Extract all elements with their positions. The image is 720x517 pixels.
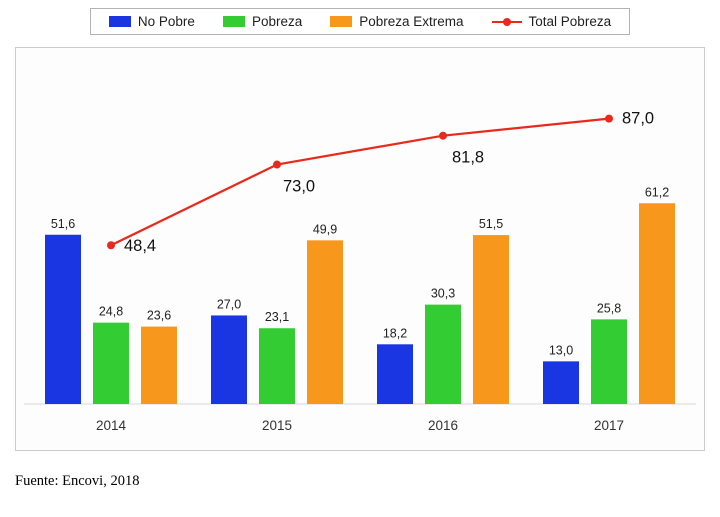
legend-item-no-pobre: No Pobre: [108, 14, 195, 29]
bar-label-pobreza-2015: 23,1: [265, 310, 289, 324]
trend-line-total-pobreza: [110, 117, 610, 247]
line-point-label-2016: 81,8: [452, 149, 484, 167]
line-point-label-2015: 73,0: [283, 178, 315, 196]
bar-label-no-pobre-2016: 18,2: [383, 326, 407, 340]
bar-no-pobre-2015: [211, 315, 247, 404]
bar-pobreza-2015: [259, 328, 295, 404]
line-point-label-2017: 87,0: [622, 110, 654, 128]
bar-pobreza-extrema-2015: [307, 240, 343, 404]
x-axis-label-2015: 2015: [262, 418, 292, 433]
x-axis-label-2016: 2016: [428, 418, 458, 433]
bar-label-pobreza-extrema-2016: 51,5: [479, 217, 503, 231]
legend-color-swatch-icon: [108, 16, 131, 27]
legend-line-marker-icon: [491, 17, 522, 26]
poverty-chart-figure: No Pobre Pobreza Pobreza Extrema Total Pobr…: [0, 8, 720, 517]
grouped-bar-line-chart: 51,6 24,8 23,6 2014 27,0 23,1 49,9 2015 18,2 30,3…: [24, 110, 696, 433]
x-axis-label-2017: 2017: [594, 418, 624, 433]
line-point-2017: [605, 114, 613, 123]
line-point-2014: [107, 241, 115, 250]
bar-label-pobreza-2017: 25,8: [597, 301, 621, 315]
bar-pobreza-2016: [425, 304, 461, 404]
legend-item-pobreza-extrema: Pobreza Extrema: [330, 14, 464, 29]
legend-line-dot-icon: [502, 17, 511, 26]
legend-item-total-pobreza: Total Pobreza: [491, 14, 612, 29]
bar-no-pobre-2016: [377, 344, 413, 404]
legend-label: Pobreza: [251, 14, 303, 29]
bar-pobreza-extrema-2017: [639, 203, 675, 404]
line-point-2016: [439, 131, 447, 140]
chart-legend: No Pobre Pobreza Pobreza Extrema Total Pobr…: [89, 8, 631, 35]
bar-pobreza-2017: [591, 319, 627, 404]
legend-label: Pobreza Extrema: [359, 14, 464, 29]
legend-color-swatch-icon: [330, 16, 353, 27]
bar-no-pobre-2017: [543, 361, 579, 404]
bar-label-pobreza-extrema-2017: 61,2: [645, 185, 669, 199]
bar-label-pobreza-extrema-2015: 49,9: [313, 222, 337, 236]
legend-label: Total Pobreza: [528, 14, 612, 29]
bar-label-pobreza-2016: 30,3: [431, 287, 455, 301]
bar-label-pobreza-2014: 24,8: [99, 305, 123, 319]
legend-color-swatch-icon: [222, 16, 245, 27]
source-note: Fuente: Encovi, 2018: [15, 473, 140, 489]
chart-panel: 51,6 24,8 23,6 2014 27,0 23,1 49,9 2015 18,2 30,3…: [15, 47, 705, 451]
legend-item-pobreza: Pobreza: [222, 14, 303, 29]
bar-pobreza-extrema-2016: [473, 235, 509, 404]
bar-label-no-pobre-2015: 27,0: [217, 297, 241, 311]
bar-no-pobre-2014: [45, 234, 81, 404]
bar-label-no-pobre-2014: 51,6: [51, 217, 75, 231]
bar-pobreza-2014: [93, 322, 129, 404]
bar-pobreza-extrema-2014: [141, 326, 177, 404]
bar-label-pobreza-extrema-2014: 23,6: [147, 309, 171, 323]
line-point-2015: [273, 160, 281, 169]
bar-label-no-pobre-2017: 13,0: [549, 343, 573, 357]
line-point-label-2014: 48,4: [124, 237, 156, 255]
x-axis-label-2014: 2014: [96, 418, 127, 433]
legend-label: No Pobre: [137, 14, 195, 29]
